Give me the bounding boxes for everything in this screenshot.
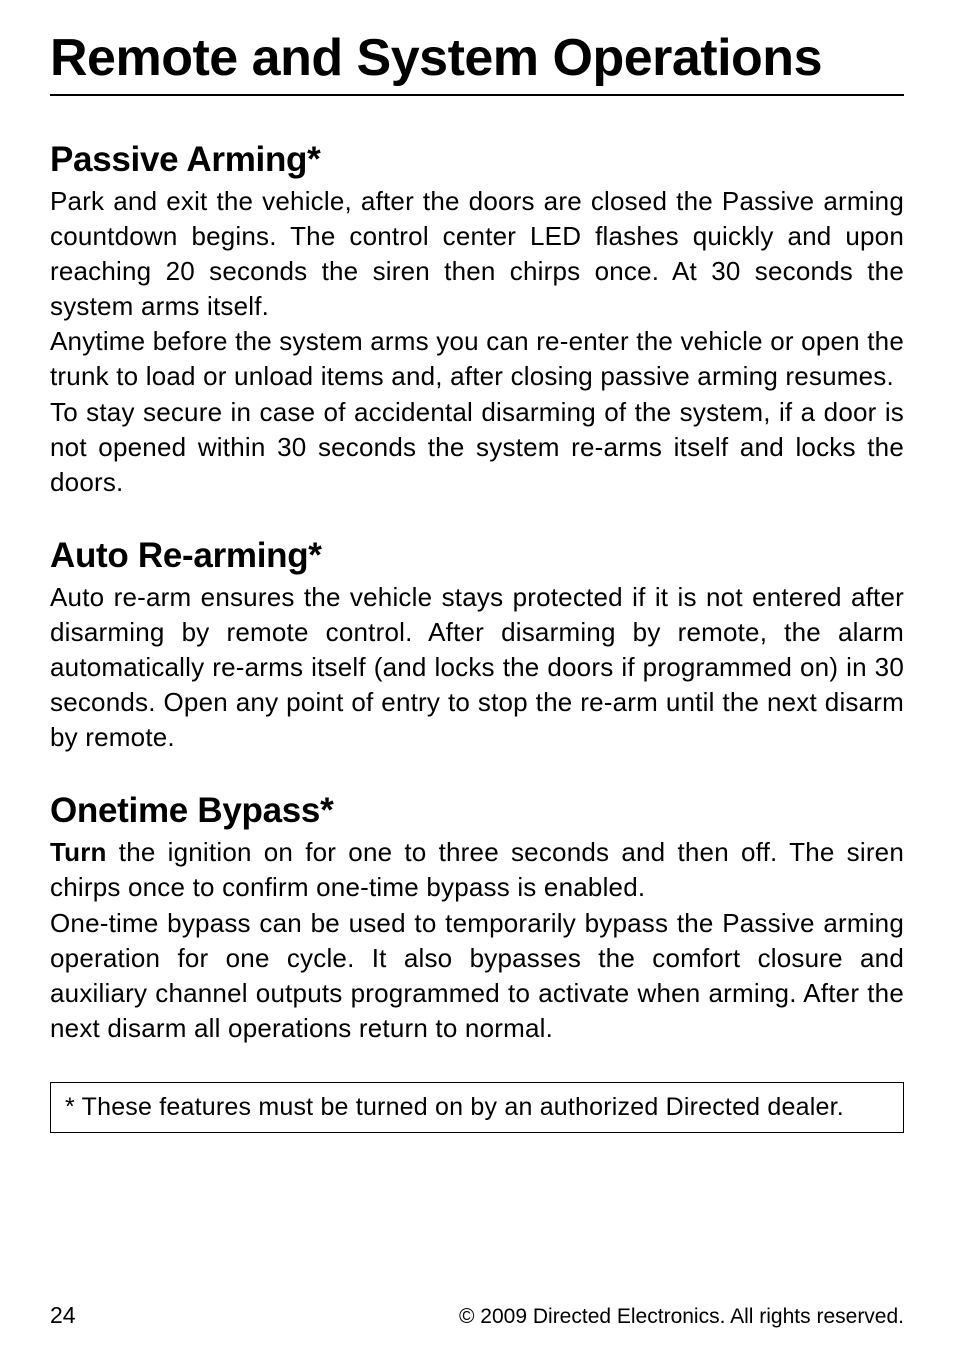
lead-remainder: the ignition on for one to three seconds… xyxy=(50,837,904,902)
section-body: Turn the ignition on for one to three se… xyxy=(50,835,904,1046)
section-passive-arming: Passive Arming* Park and exit the vehicl… xyxy=(50,140,904,500)
paragraph: Anytime before the system arms you can r… xyxy=(50,324,904,394)
paragraph: To stay secure in case of accidental dis… xyxy=(50,395,904,500)
section-heading: Passive Arming* xyxy=(50,140,904,180)
section-heading: Onetime Bypass* xyxy=(50,791,904,831)
section-body: Auto re-arm ensures the vehicle stays pr… xyxy=(50,580,904,755)
paragraph: Turn the ignition on for one to three se… xyxy=(50,835,904,905)
copyright-text: © 2009 Directed Electronics. All rights … xyxy=(459,1305,904,1329)
section-heading: Auto Re-arming* xyxy=(50,536,904,576)
page-title: Remote and System Operations xyxy=(50,28,904,96)
section-body: Park and exit the vehicle, after the doo… xyxy=(50,184,904,500)
paragraph: One-time bypass can be used to temporari… xyxy=(50,906,904,1046)
footnote-box: * These features must be turned on by an… xyxy=(50,1082,904,1133)
section-onetime-bypass: Onetime Bypass* Turn the ignition on for… xyxy=(50,791,904,1046)
paragraph: Auto re-arm ensures the vehicle stays pr… xyxy=(50,580,904,755)
bold-lead: Turn xyxy=(50,837,107,867)
paragraph: Park and exit the vehicle, after the doo… xyxy=(50,184,904,324)
page-footer: 24 © 2009 Directed Electronics. All righ… xyxy=(50,1302,904,1329)
section-auto-rearming: Auto Re-arming* Auto re-arm ensures the … xyxy=(50,536,904,755)
page-number: 24 xyxy=(50,1302,76,1329)
